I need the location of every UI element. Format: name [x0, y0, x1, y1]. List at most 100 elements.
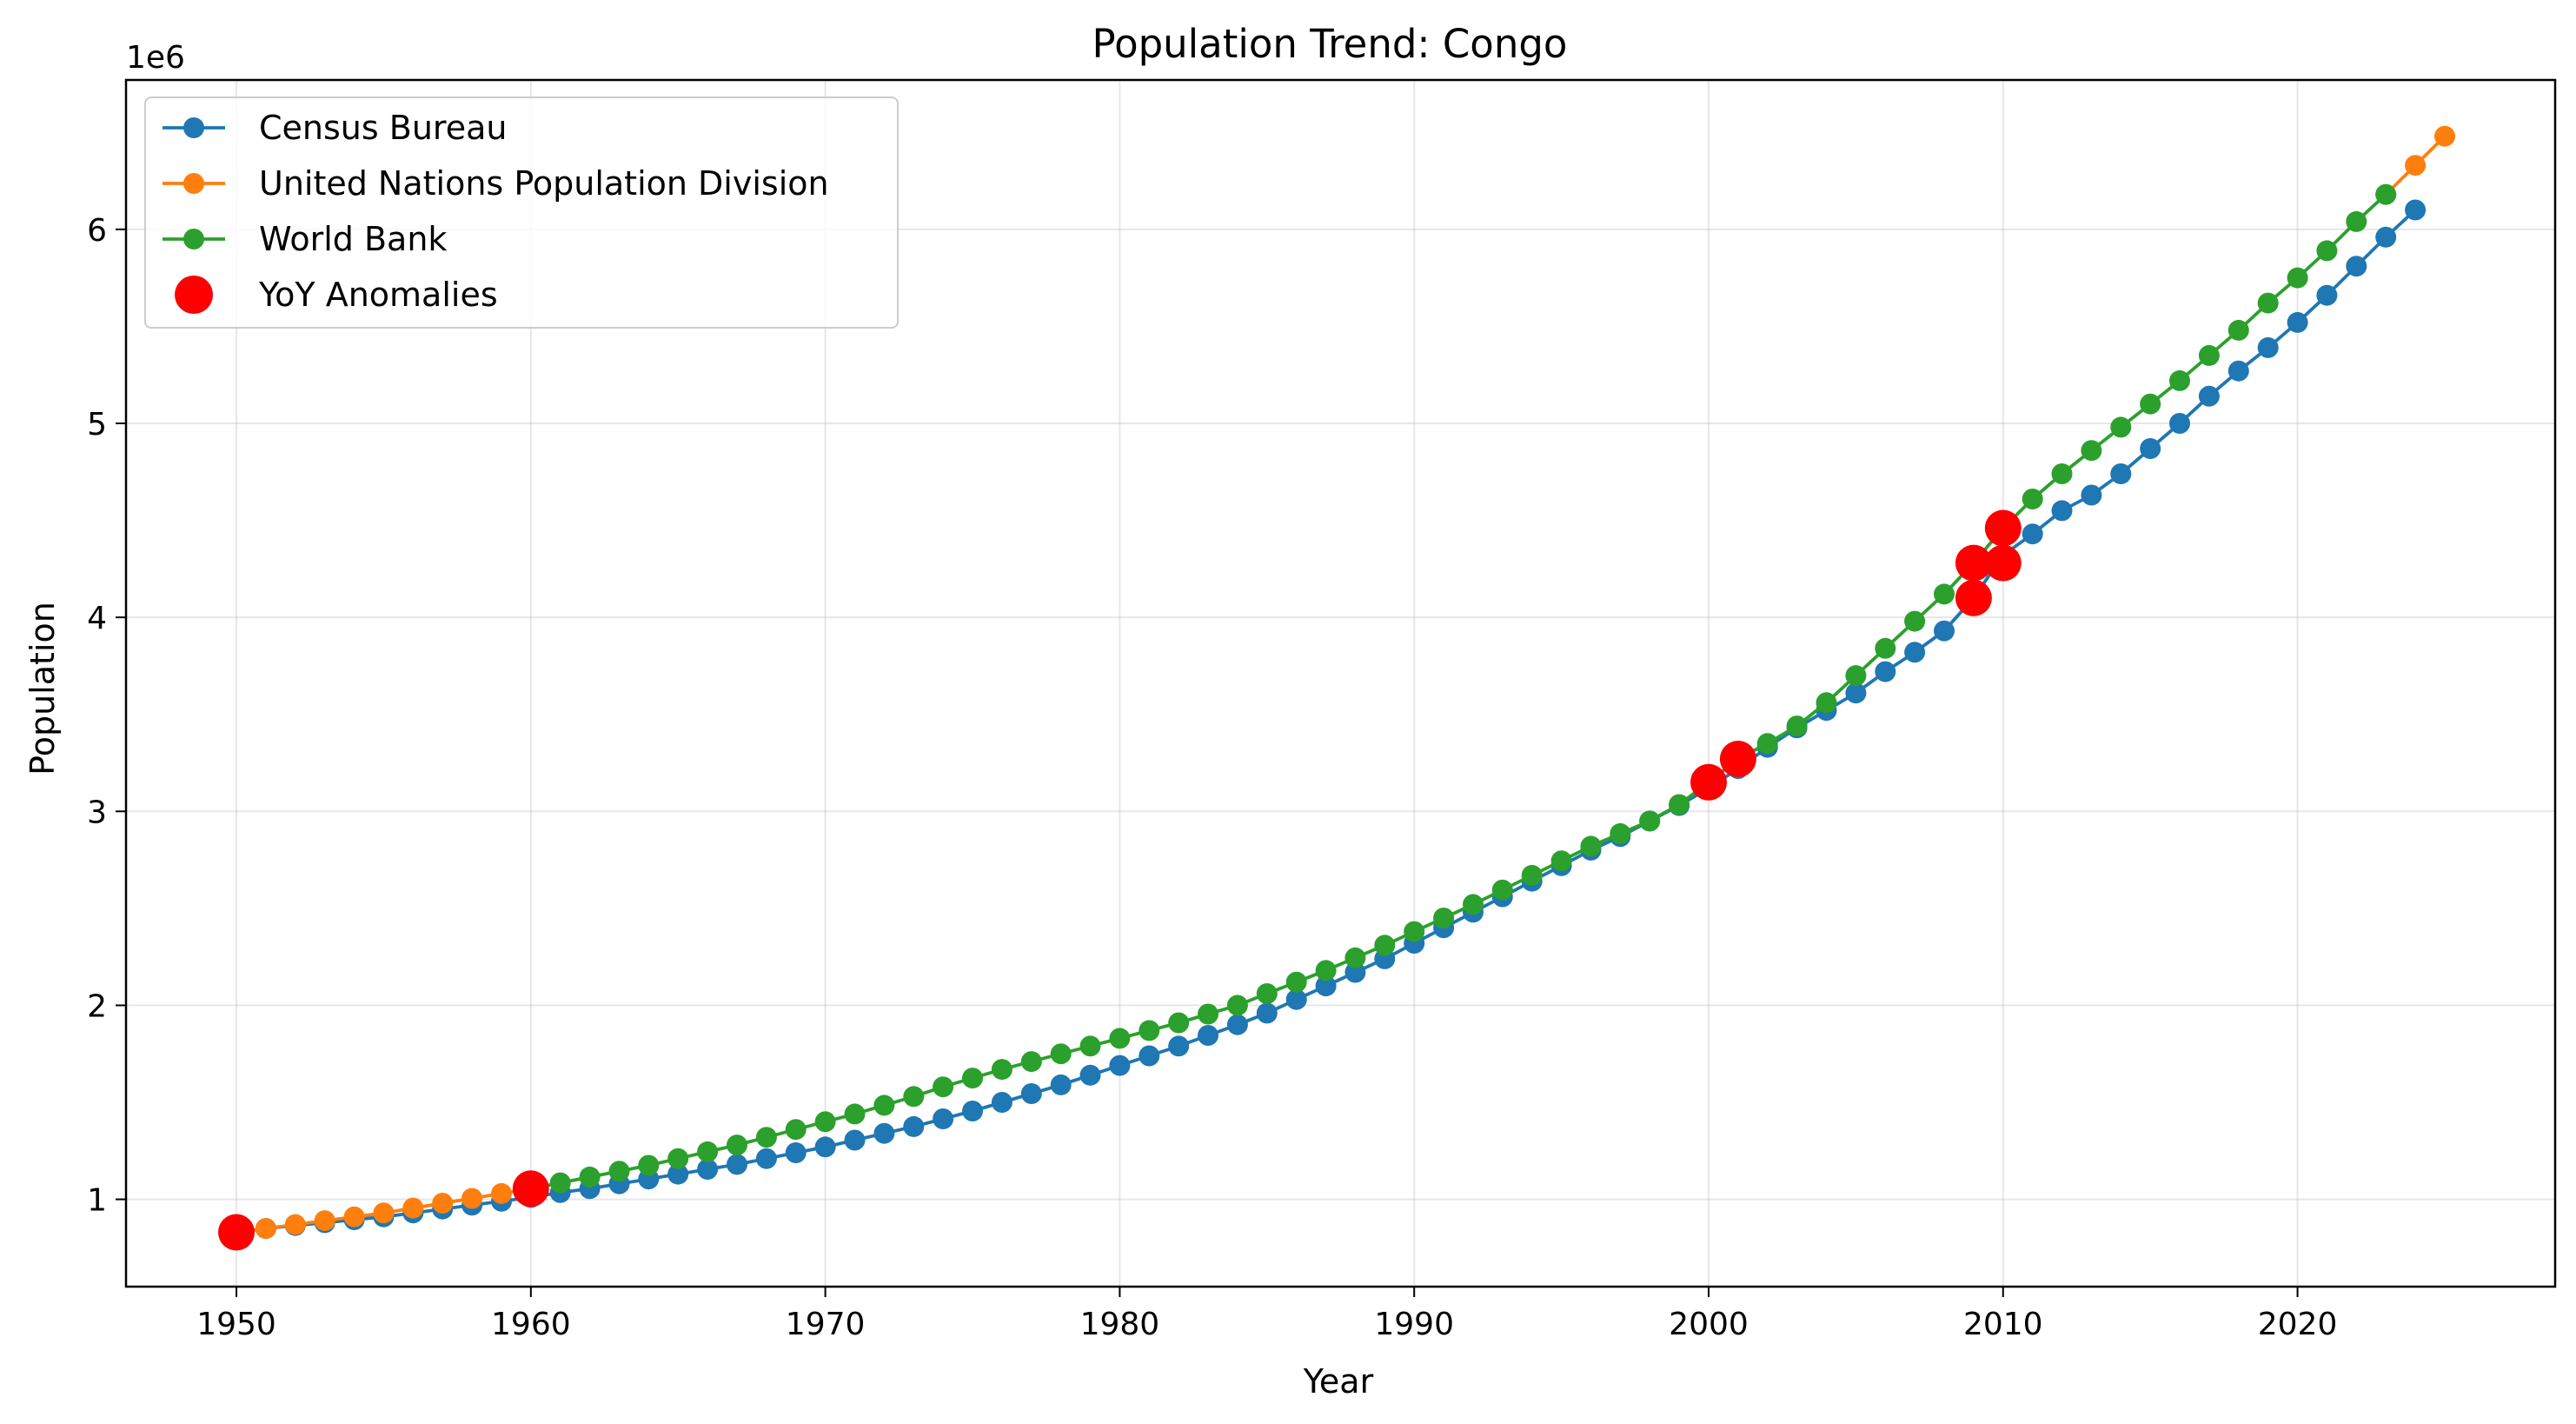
data-point-united-nations-population-division — [2434, 125, 2455, 147]
data-point-census-bureau — [1109, 1055, 1131, 1076]
data-point-world-bank — [2287, 267, 2308, 289]
data-point-world-bank — [755, 1127, 777, 1148]
data-point-world-bank — [962, 1068, 983, 1089]
data-point-world-bank — [2022, 489, 2043, 509]
data-point-census-bureau — [1315, 975, 1337, 997]
data-point-world-bank — [1756, 733, 1778, 755]
data-point-world-bank — [2346, 210, 2367, 232]
data-point-world-bank — [727, 1135, 747, 1156]
data-point-census-bureau — [2405, 199, 2427, 221]
data-point-census-bureau — [2140, 438, 2161, 459]
data-point-census-bureau — [2110, 463, 2132, 484]
data-point-united-nations-population-division — [402, 1197, 424, 1219]
data-point-world-bank — [1020, 1051, 1042, 1073]
data-point-census-bureau — [1079, 1064, 1101, 1086]
legend-label-world-bank: World Bank — [259, 220, 447, 258]
data-point-census-bureau — [785, 1142, 807, 1163]
data-point-united-nations-population-division — [2405, 155, 2427, 176]
legend-label-united-nations: United Nations Population Division — [259, 164, 829, 203]
anomaly-point — [1984, 544, 2022, 582]
data-point-world-bank — [1580, 835, 1602, 857]
data-point-census-bureau — [1198, 1025, 1218, 1046]
data-point-world-bank — [667, 1148, 689, 1169]
data-point-census-bureau — [962, 1101, 983, 1121]
data-point-united-nations-population-division — [373, 1202, 395, 1224]
y-tick-label: 3 — [87, 795, 107, 830]
data-point-census-bureau — [2346, 256, 2367, 277]
anomaly-point — [1719, 741, 1756, 777]
legend-frame — [144, 96, 899, 329]
data-point-census-bureau — [2081, 484, 2102, 506]
data-point-world-bank — [1845, 665, 1867, 687]
data-point-world-bank — [1610, 822, 1631, 844]
data-point-census-bureau — [755, 1148, 777, 1169]
series-line-world-bank — [530, 193, 2387, 1191]
data-point-world-bank — [1315, 960, 1337, 981]
data-point-world-bank — [933, 1076, 954, 1098]
data-point-world-bank — [1226, 995, 1248, 1016]
x-tick-label: 1950 — [196, 1307, 276, 1342]
data-point-census-bureau — [991, 1092, 1012, 1113]
data-point-census-bureau — [2257, 336, 2279, 358]
data-point-world-bank — [1433, 908, 1455, 928]
legend-marker-world-bank — [183, 229, 204, 250]
data-point-united-nations-population-division — [461, 1188, 483, 1209]
data-point-world-bank — [1904, 610, 1926, 632]
data-point-census-bureau — [1285, 988, 1307, 1010]
data-point-united-nations-population-division — [255, 1218, 276, 1240]
data-point-world-bank — [608, 1161, 630, 1182]
data-point-census-bureau — [1256, 1002, 1278, 1024]
data-point-world-bank — [1404, 921, 1425, 942]
data-point-world-bank — [2081, 440, 2102, 462]
data-point-world-bank — [814, 1111, 836, 1133]
data-point-united-nations-population-division — [491, 1182, 512, 1204]
data-point-census-bureau — [2169, 413, 2190, 434]
chart-title: Population Trend: Congo — [1092, 21, 1568, 67]
data-point-world-bank — [1786, 715, 1808, 737]
y-tick-label: 4 — [87, 601, 107, 636]
data-point-world-bank — [1816, 692, 1837, 714]
data-point-world-bank — [991, 1059, 1012, 1081]
data-point-census-bureau — [1904, 642, 1926, 663]
data-point-census-bureau — [2198, 385, 2220, 407]
data-point-census-bureau — [2375, 226, 2397, 248]
data-point-united-nations-population-division — [284, 1214, 306, 1235]
data-point-world-bank — [2316, 240, 2338, 262]
data-point-world-bank — [1198, 1003, 1218, 1025]
data-point-world-bank — [1875, 637, 1896, 659]
data-point-census-bureau — [1168, 1035, 1190, 1057]
data-point-census-bureau — [844, 1129, 866, 1151]
data-point-census-bureau — [2227, 360, 2249, 382]
data-point-census-bureau — [2287, 311, 2308, 333]
y-tick-label: 1 — [87, 1183, 107, 1219]
data-point-census-bureau — [1875, 661, 1896, 682]
data-point-world-bank — [2169, 369, 2190, 391]
data-point-world-bank — [2110, 416, 2132, 438]
data-point-census-bureau — [1050, 1074, 1072, 1095]
data-point-world-bank — [1463, 894, 1484, 915]
data-point-world-bank — [1256, 983, 1278, 1004]
data-point-world-bank — [1109, 1028, 1131, 1049]
legend-marker-united-nations — [183, 173, 204, 194]
data-point-census-bureau — [1020, 1083, 1042, 1104]
data-point-census-bureau — [727, 1154, 747, 1175]
x-tick-label: 2000 — [1669, 1307, 1749, 1342]
anomaly-point — [1690, 763, 1727, 801]
data-point-census-bureau — [903, 1115, 925, 1137]
data-point-world-bank — [903, 1086, 925, 1108]
data-point-census-bureau — [1845, 682, 1867, 704]
anomaly-point — [1955, 579, 1992, 616]
x-tick-label: 1960 — [491, 1307, 571, 1342]
data-point-census-bureau — [1226, 1014, 1248, 1035]
y-tick-label: 2 — [87, 988, 107, 1024]
data-point-world-bank — [1139, 1020, 1160, 1041]
y-axis-label: Population — [23, 602, 62, 775]
data-point-world-bank — [2227, 319, 2249, 341]
data-point-census-bureau — [2316, 284, 2338, 306]
data-point-world-bank — [1168, 1012, 1190, 1034]
data-point-world-bank — [697, 1141, 719, 1162]
data-point-world-bank — [1344, 947, 1366, 968]
x-axis-label: Year — [1303, 1362, 1374, 1401]
data-point-united-nations-population-division — [432, 1193, 454, 1214]
